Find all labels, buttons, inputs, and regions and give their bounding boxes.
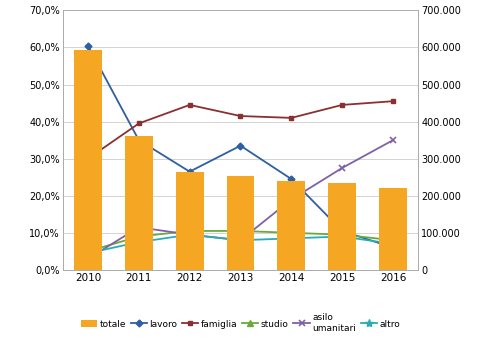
Line: famiglia: famiglia — [85, 99, 395, 161]
Bar — [327, 183, 355, 270]
asilo
umanitari — [389, 138, 395, 142]
studio — [85, 249, 91, 253]
Bar — [175, 172, 203, 270]
studio — [288, 231, 294, 235]
asilo
umanitari — [338, 166, 344, 170]
lavoro — [237, 144, 243, 148]
asilo
umanitari — [85, 257, 91, 261]
Line: asilo
umanitari: asilo umanitari — [84, 137, 396, 262]
altro — [85, 251, 91, 255]
studio — [136, 235, 142, 239]
famiglia — [237, 114, 243, 118]
studio — [389, 238, 395, 242]
studio — [338, 233, 344, 237]
asilo
umanitari — [288, 197, 294, 201]
altro — [288, 236, 294, 240]
studio — [237, 229, 243, 233]
studio — [186, 229, 192, 233]
famiglia — [288, 116, 294, 120]
altro — [389, 242, 395, 246]
asilo
umanitari — [237, 238, 243, 242]
famiglia — [186, 103, 192, 107]
altro — [237, 238, 243, 242]
lavoro — [338, 229, 344, 233]
famiglia — [338, 103, 344, 107]
Bar — [124, 136, 153, 270]
Legend: totale, lavoro, famiglia, studio, asilo
umanitari, altro: totale, lavoro, famiglia, studio, asilo … — [80, 313, 400, 333]
Bar — [277, 181, 305, 270]
altro — [186, 233, 192, 237]
famiglia — [85, 157, 91, 161]
asilo
umanitari — [136, 225, 142, 229]
famiglia — [389, 99, 395, 103]
lavoro — [136, 138, 142, 142]
Line: lavoro: lavoro — [85, 43, 395, 250]
Line: studio: studio — [85, 228, 395, 254]
Bar — [378, 188, 406, 270]
Line: altro: altro — [84, 230, 396, 257]
lavoro — [288, 177, 294, 181]
altro — [136, 240, 142, 244]
Bar — [226, 176, 254, 270]
famiglia — [136, 121, 142, 126]
altro — [338, 235, 344, 239]
asilo
umanitari — [186, 233, 192, 237]
Bar — [74, 51, 102, 270]
lavoro — [85, 44, 91, 48]
lavoro — [186, 170, 192, 174]
lavoro — [389, 246, 395, 250]
